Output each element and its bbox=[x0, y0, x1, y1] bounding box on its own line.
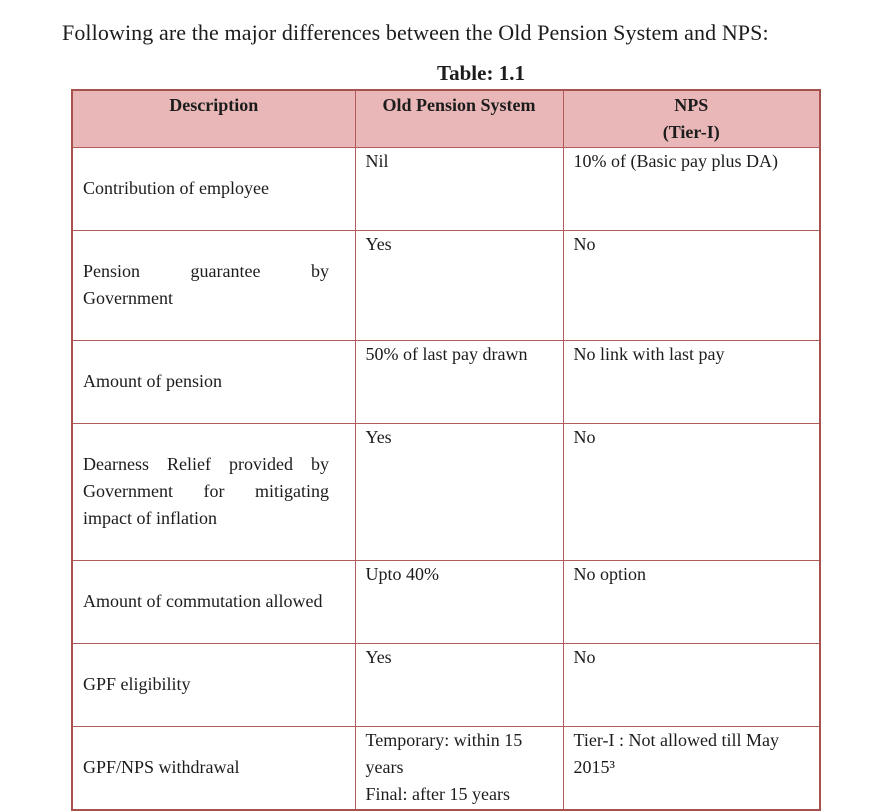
cell-old-pension-system: Yes bbox=[354, 423, 564, 561]
comparison-table: Description Old Pension System NPS (Tier… bbox=[71, 89, 821, 811]
cell-text: Dearness Relief provided by Government f… bbox=[83, 454, 329, 528]
cell-text: Amount of pension bbox=[83, 371, 222, 391]
cell-text: Contribution of employee bbox=[83, 178, 269, 198]
cell-description: Amount of pension bbox=[71, 340, 356, 424]
cell-old-pension-system: Yes bbox=[354, 230, 564, 341]
cell-text: Amount of commutation allowed bbox=[83, 591, 323, 611]
cell-nps: 10% of (Basic pay plus DA) bbox=[562, 147, 821, 231]
cell-nps: No bbox=[562, 423, 821, 561]
column-header-nps: NPS (Tier-I) bbox=[562, 89, 821, 148]
cell-nps: No link with last pay bbox=[562, 340, 821, 424]
document-page: Following are the major differences betw… bbox=[0, 20, 885, 811]
cell-nps: Tier-I : Not allowed till May 2015³ bbox=[562, 726, 821, 811]
cell-text: Pension guarantee by Government bbox=[83, 261, 329, 308]
cell-old-pension-system: Upto 40% bbox=[354, 560, 564, 644]
table-row: GPF eligibility Yes No bbox=[71, 643, 821, 727]
table-header-row: Description Old Pension System NPS (Tier… bbox=[71, 89, 821, 148]
table-row: Amount of pension 50% of last pay drawn … bbox=[71, 340, 821, 424]
cell-description: Contribution of employee bbox=[71, 147, 356, 231]
cell-old-pension-system: Temporary: within 15 years Final: after … bbox=[354, 726, 564, 811]
table-row: Pension guarantee by Government Yes No bbox=[71, 230, 821, 341]
table-row: Dearness Relief provided by Government f… bbox=[71, 423, 821, 561]
column-header-old-pension-system: Old Pension System bbox=[354, 89, 564, 148]
table-row: GPF/NPS withdrawal Temporary: within 15 … bbox=[71, 726, 821, 811]
cell-nps: No bbox=[562, 643, 821, 727]
cell-old-pension-system: 50% of last pay drawn bbox=[354, 340, 564, 424]
cell-description: GPF/NPS withdrawal bbox=[71, 726, 356, 811]
cell-nps: No option bbox=[562, 560, 821, 644]
cell-old-pension-system: Nil bbox=[354, 147, 564, 231]
table-row: Contribution of employee Nil 10% of (Bas… bbox=[71, 147, 821, 231]
cell-nps: No bbox=[562, 230, 821, 341]
cell-description: Amount of commutation allowed bbox=[71, 560, 356, 644]
page-heading: Following are the major differences betw… bbox=[62, 20, 769, 45]
cell-description: Dearness Relief provided by Government f… bbox=[71, 423, 356, 561]
cell-text: GPF/NPS withdrawal bbox=[83, 757, 240, 777]
cell-text: GPF eligibility bbox=[83, 674, 191, 694]
column-header-description: Description bbox=[71, 89, 356, 148]
cell-description: Pension guarantee by Government bbox=[71, 230, 356, 341]
table-title: Table: 1.1 bbox=[437, 61, 525, 85]
cell-description: GPF eligibility bbox=[71, 643, 356, 727]
cell-old-pension-system: Yes bbox=[354, 643, 564, 727]
table-row: Amount of commutation allowed Upto 40% N… bbox=[71, 560, 821, 644]
